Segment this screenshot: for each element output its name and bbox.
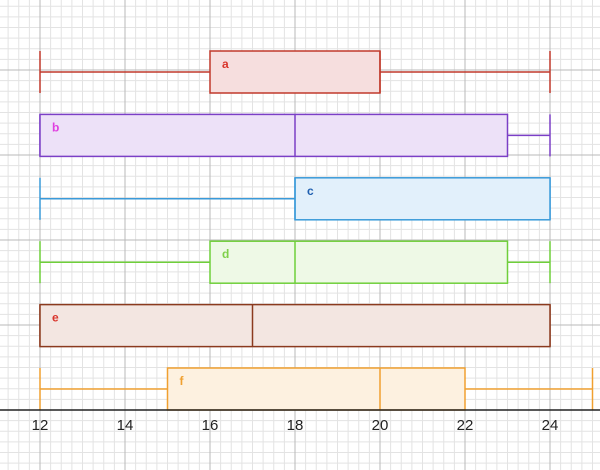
- box-iqr: [39, 113, 509, 158]
- box-plot-f: f: [39, 367, 594, 411]
- box-label-d: d: [222, 247, 229, 261]
- box-iqr: [209, 50, 381, 94]
- box-label-a: a: [222, 57, 229, 71]
- x-tick-label: 12: [32, 417, 49, 434]
- x-tick-label: 14: [117, 417, 134, 434]
- box-label-c: c: [307, 184, 314, 198]
- box-plot-e: e: [39, 303, 551, 348]
- box-label-b: b: [52, 120, 59, 134]
- box-plot-c: c: [39, 177, 551, 221]
- x-tick-label: 24: [542, 417, 559, 434]
- x-axis-ticks: 12 14 16 18 20 22 24: [32, 417, 559, 434]
- box-iqr: [39, 303, 551, 348]
- x-tick-label: 18: [287, 417, 304, 434]
- box-plot-b: b: [39, 113, 551, 158]
- x-tick-label: 22: [457, 417, 474, 434]
- x-tick-label: 16: [202, 417, 219, 434]
- x-tick-label: 20: [372, 417, 389, 434]
- box-iqr: [294, 177, 551, 221]
- box-label-f: f: [180, 374, 185, 388]
- box-plot-a: a: [39, 50, 551, 94]
- box-plot-d: d: [39, 240, 551, 284]
- box-iqr: [209, 240, 509, 284]
- box-plots: a b c d e f: [39, 50, 594, 411]
- box-label-e: e: [52, 311, 59, 325]
- box-iqr: [166, 367, 466, 411]
